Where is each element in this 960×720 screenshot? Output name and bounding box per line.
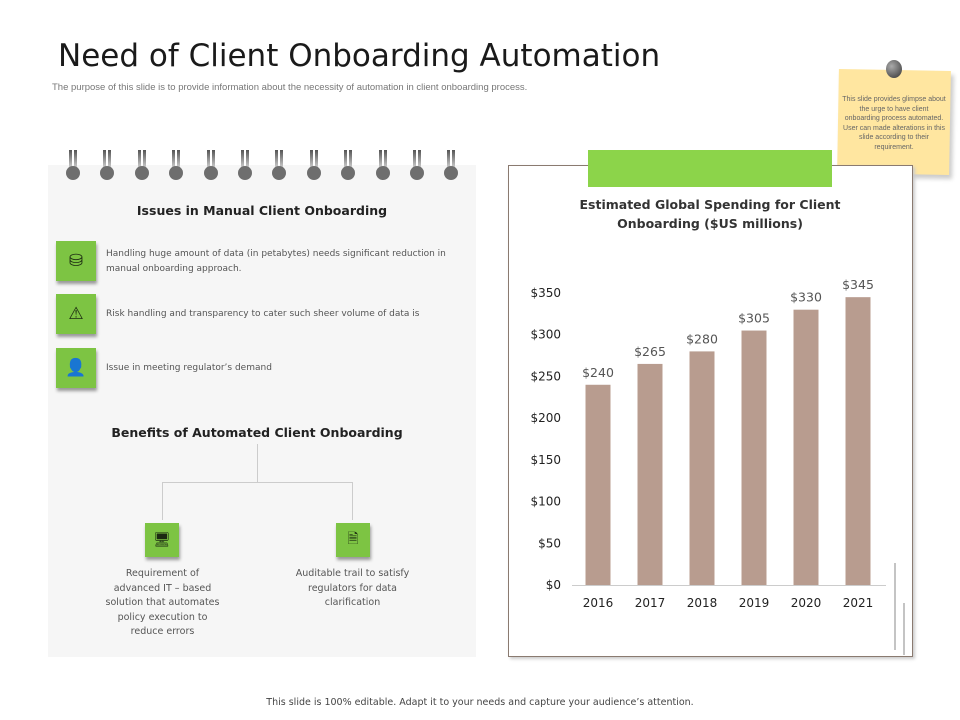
benefits-heading: Benefits of Automated Client Onboarding [111,425,403,440]
bar [689,351,715,585]
chart-header-bar [588,150,832,187]
document-audit-icon: 🗎 [336,523,370,557]
x-tick-label: 2017 [635,596,666,610]
ring-binding [134,150,149,186]
sticky-note-text: This slide provides glimpse about the ur… [842,96,946,151]
x-tick-label: 2020 [791,596,822,610]
issue-item: Risk handling and transparency to cater … [106,309,420,319]
issues-heading: Issues in Manual Client Onboarding [136,203,388,218]
regulator-user-icon: 👤 [56,348,96,388]
benefit-item: Requirement of advanced IT – based solut… [105,568,220,637]
database-hands-icon: ⛁ [56,241,96,281]
page-subtitle: The purpose of this slide is to provide … [52,82,528,93]
y-tick-label: $100 [530,495,561,509]
bar [585,384,611,585]
connector-line [257,444,258,483]
bar [793,309,819,585]
x-tick-label: 2018 [687,596,718,610]
y-tick-label: $350 [530,286,561,300]
bar [845,297,871,585]
y-tick-label: $300 [530,328,561,342]
ring-binding [169,150,184,186]
data-label: $280 [686,331,718,346]
data-label: $345 [842,277,874,292]
y-tick-label: $0 [546,578,561,592]
ring-binding [100,150,115,186]
x-tick-label: 2016 [583,596,614,610]
page-title: Need of Client Onboarding Automation [58,38,661,74]
footer-text: This slide is 100% editable. Adapt it to… [266,697,694,708]
issue-item: Handling huge amount of data (in petabyt… [106,249,446,274]
y-tick-label: $150 [530,453,561,467]
ring-binding [306,150,321,186]
y-tick-label: $250 [530,369,561,383]
connector-line [162,482,163,520]
y-tick-label: $50 [538,536,561,550]
warning-icon: ⚠ [56,294,96,334]
ring-binding [375,150,390,186]
computer-settings-icon: 🖥 [145,523,179,557]
ring-binding [238,150,252,186]
x-tick-label: 2019 [739,596,770,610]
data-label: $265 [634,344,666,359]
bar [741,330,767,585]
chart-title: Estimated Global Spending for Client Onb… [579,197,841,231]
notepad-panel [48,165,476,657]
ring-binding [203,150,218,186]
ring-binding [66,150,80,186]
data-label: $330 [790,290,822,305]
pin-icon [886,60,902,78]
ring-binding [341,150,356,186]
connector-line [162,482,353,483]
connector-line [352,482,353,520]
data-label: $240 [582,365,614,380]
data-label: $305 [738,311,770,326]
ring-binding [272,150,287,186]
y-tick-label: $200 [530,411,561,425]
ring-binding [444,150,459,186]
benefit-item: Auditable trail to satisfy regulators fo… [295,568,410,608]
x-tick-label: 2021 [843,596,874,610]
issue-item: Issue in meeting regulator’s demand [106,363,272,373]
bar [637,363,663,585]
ring-binding [410,150,424,186]
